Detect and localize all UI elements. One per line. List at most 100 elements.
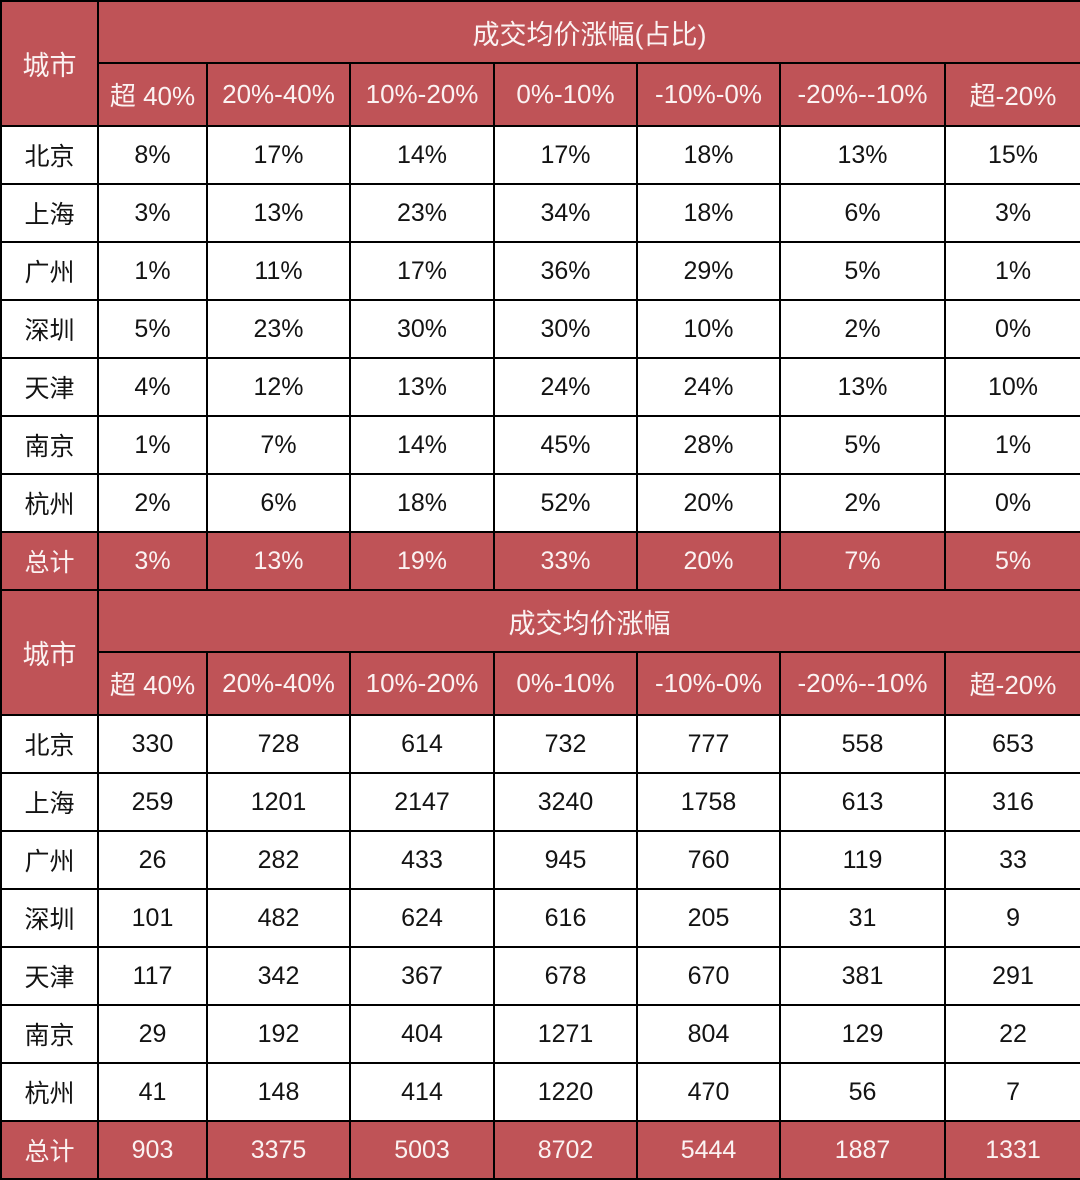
table-title: 成交均价涨幅	[96, 589, 1080, 653]
value-cell: 5444	[636, 1120, 781, 1180]
value-cell: 558	[779, 714, 946, 774]
value-cell: 1%	[97, 415, 208, 475]
city-cell: 总计	[0, 1120, 99, 1180]
value-cell: 28%	[636, 415, 781, 475]
value-cell: 6%	[206, 473, 351, 533]
value-cell: 1271	[493, 1004, 638, 1064]
value-cell: 3%	[97, 531, 208, 591]
city-cell: 广州	[0, 830, 99, 890]
value-cell: 1331	[943, 1120, 1080, 1180]
value-cell: 22	[943, 1004, 1080, 1064]
table-row: 天津 117 342 367 678 670 381 291	[0, 946, 1080, 1006]
value-cell: 259	[97, 772, 208, 832]
table-row: 北京 330 728 614 732 777 558 653	[0, 714, 1080, 774]
city-cell: 天津	[0, 357, 99, 417]
total-row: 总计 903 3375 5003 8702 5444 1887 1331	[0, 1120, 1080, 1180]
city-column-header: 城市	[0, 589, 99, 716]
value-cell: 404	[349, 1004, 495, 1064]
value-cell: 13%	[779, 357, 946, 417]
value-cell: 1220	[493, 1062, 638, 1122]
value-cell: 101	[97, 888, 208, 948]
column-header: -10%-0%	[636, 651, 781, 716]
value-cell: 678	[493, 946, 638, 1006]
table-row: 广州 26 282 433 945 760 119 33	[0, 830, 1080, 890]
value-cell: 13%	[349, 357, 495, 417]
value-cell: 670	[636, 946, 781, 1006]
value-cell: 11%	[206, 241, 351, 301]
column-header: 10%-20%	[349, 651, 495, 716]
value-cell: 342	[206, 946, 351, 1006]
value-cell: 1758	[636, 772, 781, 832]
table-row: 北京 8% 17% 14% 17% 18% 13% 15%	[0, 125, 1080, 185]
column-header: 20%-40%	[206, 651, 351, 716]
value-cell: 33	[943, 830, 1080, 890]
city-column-header: 城市	[0, 0, 99, 127]
value-cell: 5%	[779, 241, 946, 301]
value-cell: 20%	[636, 473, 781, 533]
value-cell: 17%	[206, 125, 351, 185]
value-cell: 728	[206, 714, 351, 774]
value-cell: 945	[493, 830, 638, 890]
value-cell: 1201	[206, 772, 351, 832]
column-header: 超-20%	[943, 651, 1080, 716]
city-cell: 上海	[0, 772, 99, 832]
value-cell: 1%	[943, 415, 1080, 475]
value-cell: 367	[349, 946, 495, 1006]
value-cell: 433	[349, 830, 495, 890]
value-cell: 13%	[779, 125, 946, 185]
column-header: -10%-0%	[636, 62, 781, 127]
value-cell: 31	[779, 888, 946, 948]
table-price-change-proportion: 城市 成交均价涨幅(占比) 超 40% 20%-40% 10%-20% 0%-1…	[0, 0, 1080, 591]
value-cell: 777	[636, 714, 781, 774]
value-cell: 14%	[349, 125, 495, 185]
value-cell: 614	[349, 714, 495, 774]
city-cell: 上海	[0, 183, 99, 243]
value-cell: 470	[636, 1062, 781, 1122]
table-row: 天津 4% 12% 13% 24% 24% 13% 10%	[0, 357, 1080, 417]
value-cell: 13%	[206, 531, 351, 591]
value-cell: 34%	[493, 183, 638, 243]
value-cell: 3375	[206, 1120, 351, 1180]
column-header: -20%--10%	[779, 62, 946, 127]
value-cell: 613	[779, 772, 946, 832]
column-header-row: 超 40% 20%-40% 10%-20% 0%-10% -10%-0% -20…	[1, 62, 1080, 127]
value-cell: 15%	[943, 125, 1080, 185]
value-cell: 18%	[636, 125, 781, 185]
value-cell: 17%	[349, 241, 495, 301]
value-cell: 7%	[206, 415, 351, 475]
column-header: -20%--10%	[779, 651, 946, 716]
value-cell: 5003	[349, 1120, 495, 1180]
table-row: 南京 29 192 404 1271 804 129 22	[0, 1004, 1080, 1064]
column-header-row: 超 40% 20%-40% 10%-20% 0%-10% -10%-0% -20…	[1, 651, 1080, 716]
value-cell: 482	[206, 888, 351, 948]
value-cell: 52%	[493, 473, 638, 533]
value-cell: 36%	[493, 241, 638, 301]
city-cell: 南京	[0, 415, 99, 475]
city-cell: 深圳	[0, 888, 99, 948]
value-cell: 6%	[779, 183, 946, 243]
value-cell: 624	[349, 888, 495, 948]
column-header: 超 40%	[97, 62, 208, 127]
table-row: 深圳 5% 23% 30% 30% 10% 2% 0%	[0, 299, 1080, 359]
value-cell: 10%	[636, 299, 781, 359]
value-cell: 9	[943, 888, 1080, 948]
value-cell: 12%	[206, 357, 351, 417]
value-cell: 24%	[636, 357, 781, 417]
table-title: 成交均价涨幅(占比)	[96, 0, 1080, 64]
title-row: 城市 成交均价涨幅(占比)	[0, 0, 1080, 127]
value-cell: 0%	[943, 473, 1080, 533]
value-cell: 129	[779, 1004, 946, 1064]
table-row: 深圳 101 482 624 616 205 31 9	[0, 888, 1080, 948]
value-cell: 56	[779, 1062, 946, 1122]
column-header: 10%-20%	[349, 62, 495, 127]
value-cell: 7%	[779, 531, 946, 591]
value-cell: 10%	[943, 357, 1080, 417]
value-cell: 117	[97, 946, 208, 1006]
value-cell: 18%	[349, 473, 495, 533]
column-header: 0%-10%	[493, 651, 638, 716]
value-cell: 29	[97, 1004, 208, 1064]
table-row: 上海 259 1201 2147 3240 1758 613 316	[0, 772, 1080, 832]
value-cell: 17%	[493, 125, 638, 185]
table-row: 广州 1% 11% 17% 36% 29% 5% 1%	[0, 241, 1080, 301]
